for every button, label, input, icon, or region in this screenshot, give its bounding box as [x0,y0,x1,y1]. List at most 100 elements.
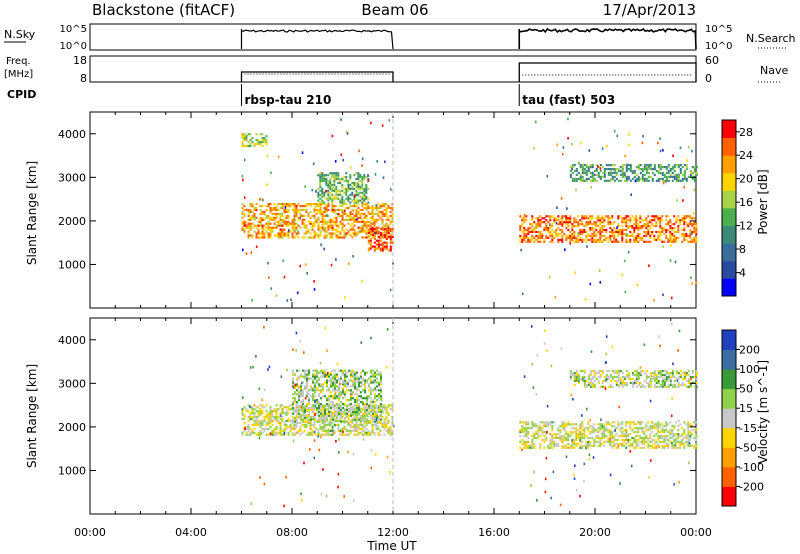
heatmap-cell [331,176,334,179]
heatmap-cell [366,401,368,404]
heatmap-cell [255,245,258,249]
heatmap-cell [359,423,362,426]
heatmap-cell [639,370,642,373]
heatmap-cell [671,383,674,386]
heatmap-cell [355,220,358,223]
heatmap-cell [667,238,670,241]
heatmap-cell [673,175,676,178]
heatmap-cell [306,404,308,408]
heatmap-cell [683,429,686,432]
heatmap-cell [357,410,360,413]
heatmap-cell [323,234,326,237]
heatmap-cell [370,400,372,404]
heatmap-cell [310,395,312,398]
heatmap-cell [351,226,354,229]
heatmap-cell [359,176,362,179]
heatmap-cell [659,225,662,228]
heatmap-cell [270,287,273,290]
heatmap-cell [316,381,318,384]
heatmap-cell [303,218,306,221]
heatmap-cell [695,374,698,377]
heatmap-cell [583,431,586,434]
heatmap-cell [573,236,576,239]
heatmap-cell [677,173,680,176]
heatmap-cell [563,444,566,447]
heatmap-cell [575,431,578,434]
heatmap-cell [337,226,340,229]
heatmap-cell [629,425,632,428]
heatmap-cell [573,217,576,220]
heatmap-cell [691,240,694,243]
heatmap-cell [633,223,636,226]
heatmap-cell [321,212,324,215]
heatmap-cell [242,396,244,399]
heatmap-cell [319,207,322,210]
heatmap-cell [623,179,626,182]
heatmap-cell [649,385,652,388]
heatmap-cell [569,236,572,239]
heatmap-cell [639,434,642,438]
heatmap-cell [597,440,600,443]
heatmap-cell [539,232,542,236]
heatmap-cell [252,365,254,369]
heatmap-cell [317,234,320,237]
heatmap-cell [367,234,370,237]
heatmap-cell [593,221,596,224]
heatmap-cell [341,427,344,430]
heatmap-cell [277,408,280,411]
heatmap-cell [363,431,366,434]
heatmap-cell [684,371,686,374]
heatmap-cell [657,179,660,182]
heatmap-cell [322,383,324,386]
heatmap-cell [671,171,674,175]
heatmap-cell [595,238,598,241]
heatmap-cell [312,162,315,166]
heatmap-cell [669,221,672,224]
heatmap-cell [673,177,676,180]
heatmap-cell [378,371,380,374]
heatmap-cell [583,179,586,182]
heatmap-cell [651,421,653,424]
heatmap-cell [593,179,596,182]
heatmap-cell [279,214,282,217]
heatmap-cell [633,238,636,241]
heatmap-cell [627,177,630,180]
heatmap-cell [657,236,660,239]
heatmap-cell [312,406,314,410]
heatmap-cell [567,423,570,426]
heatmap-cell [613,379,616,382]
heatmap-cell [373,218,376,221]
heatmap-cell [287,222,290,225]
heatmap-cell [251,423,254,426]
heatmap-cell [340,404,342,408]
heatmap-cell [304,385,306,388]
heatmap-cell [641,175,644,178]
heatmap-cell [601,434,604,438]
heatmap-cell [330,383,332,386]
heatmap-cell [621,169,624,173]
heatmap-cell [330,379,332,382]
heatmap-cell [547,446,550,449]
freq-line [240,71,394,82]
heatmap-cell [369,207,372,210]
heatmap-cell [553,236,556,239]
heatmap-cell [657,166,660,169]
heatmap-cell [589,440,592,443]
heatmap-cell [334,389,336,392]
heatmap-cell [347,214,350,217]
heatmap-cell [363,419,366,423]
heatmap-cell [343,427,346,430]
heatmap-cell [275,220,278,223]
heatmap-cell [627,440,630,443]
heatmap-cell [530,484,532,487]
heatmap-cell [357,191,360,194]
heatmap-cell [641,173,644,176]
heatmap-cell [263,234,266,237]
heatmap-cell [283,205,286,208]
heatmap-cell [543,423,546,426]
heatmap-cell [565,433,568,436]
heatmap-cell [351,208,354,212]
heatmap-cell [537,225,540,228]
heatmap-cell [354,399,356,402]
heatmap-cell [291,203,294,206]
